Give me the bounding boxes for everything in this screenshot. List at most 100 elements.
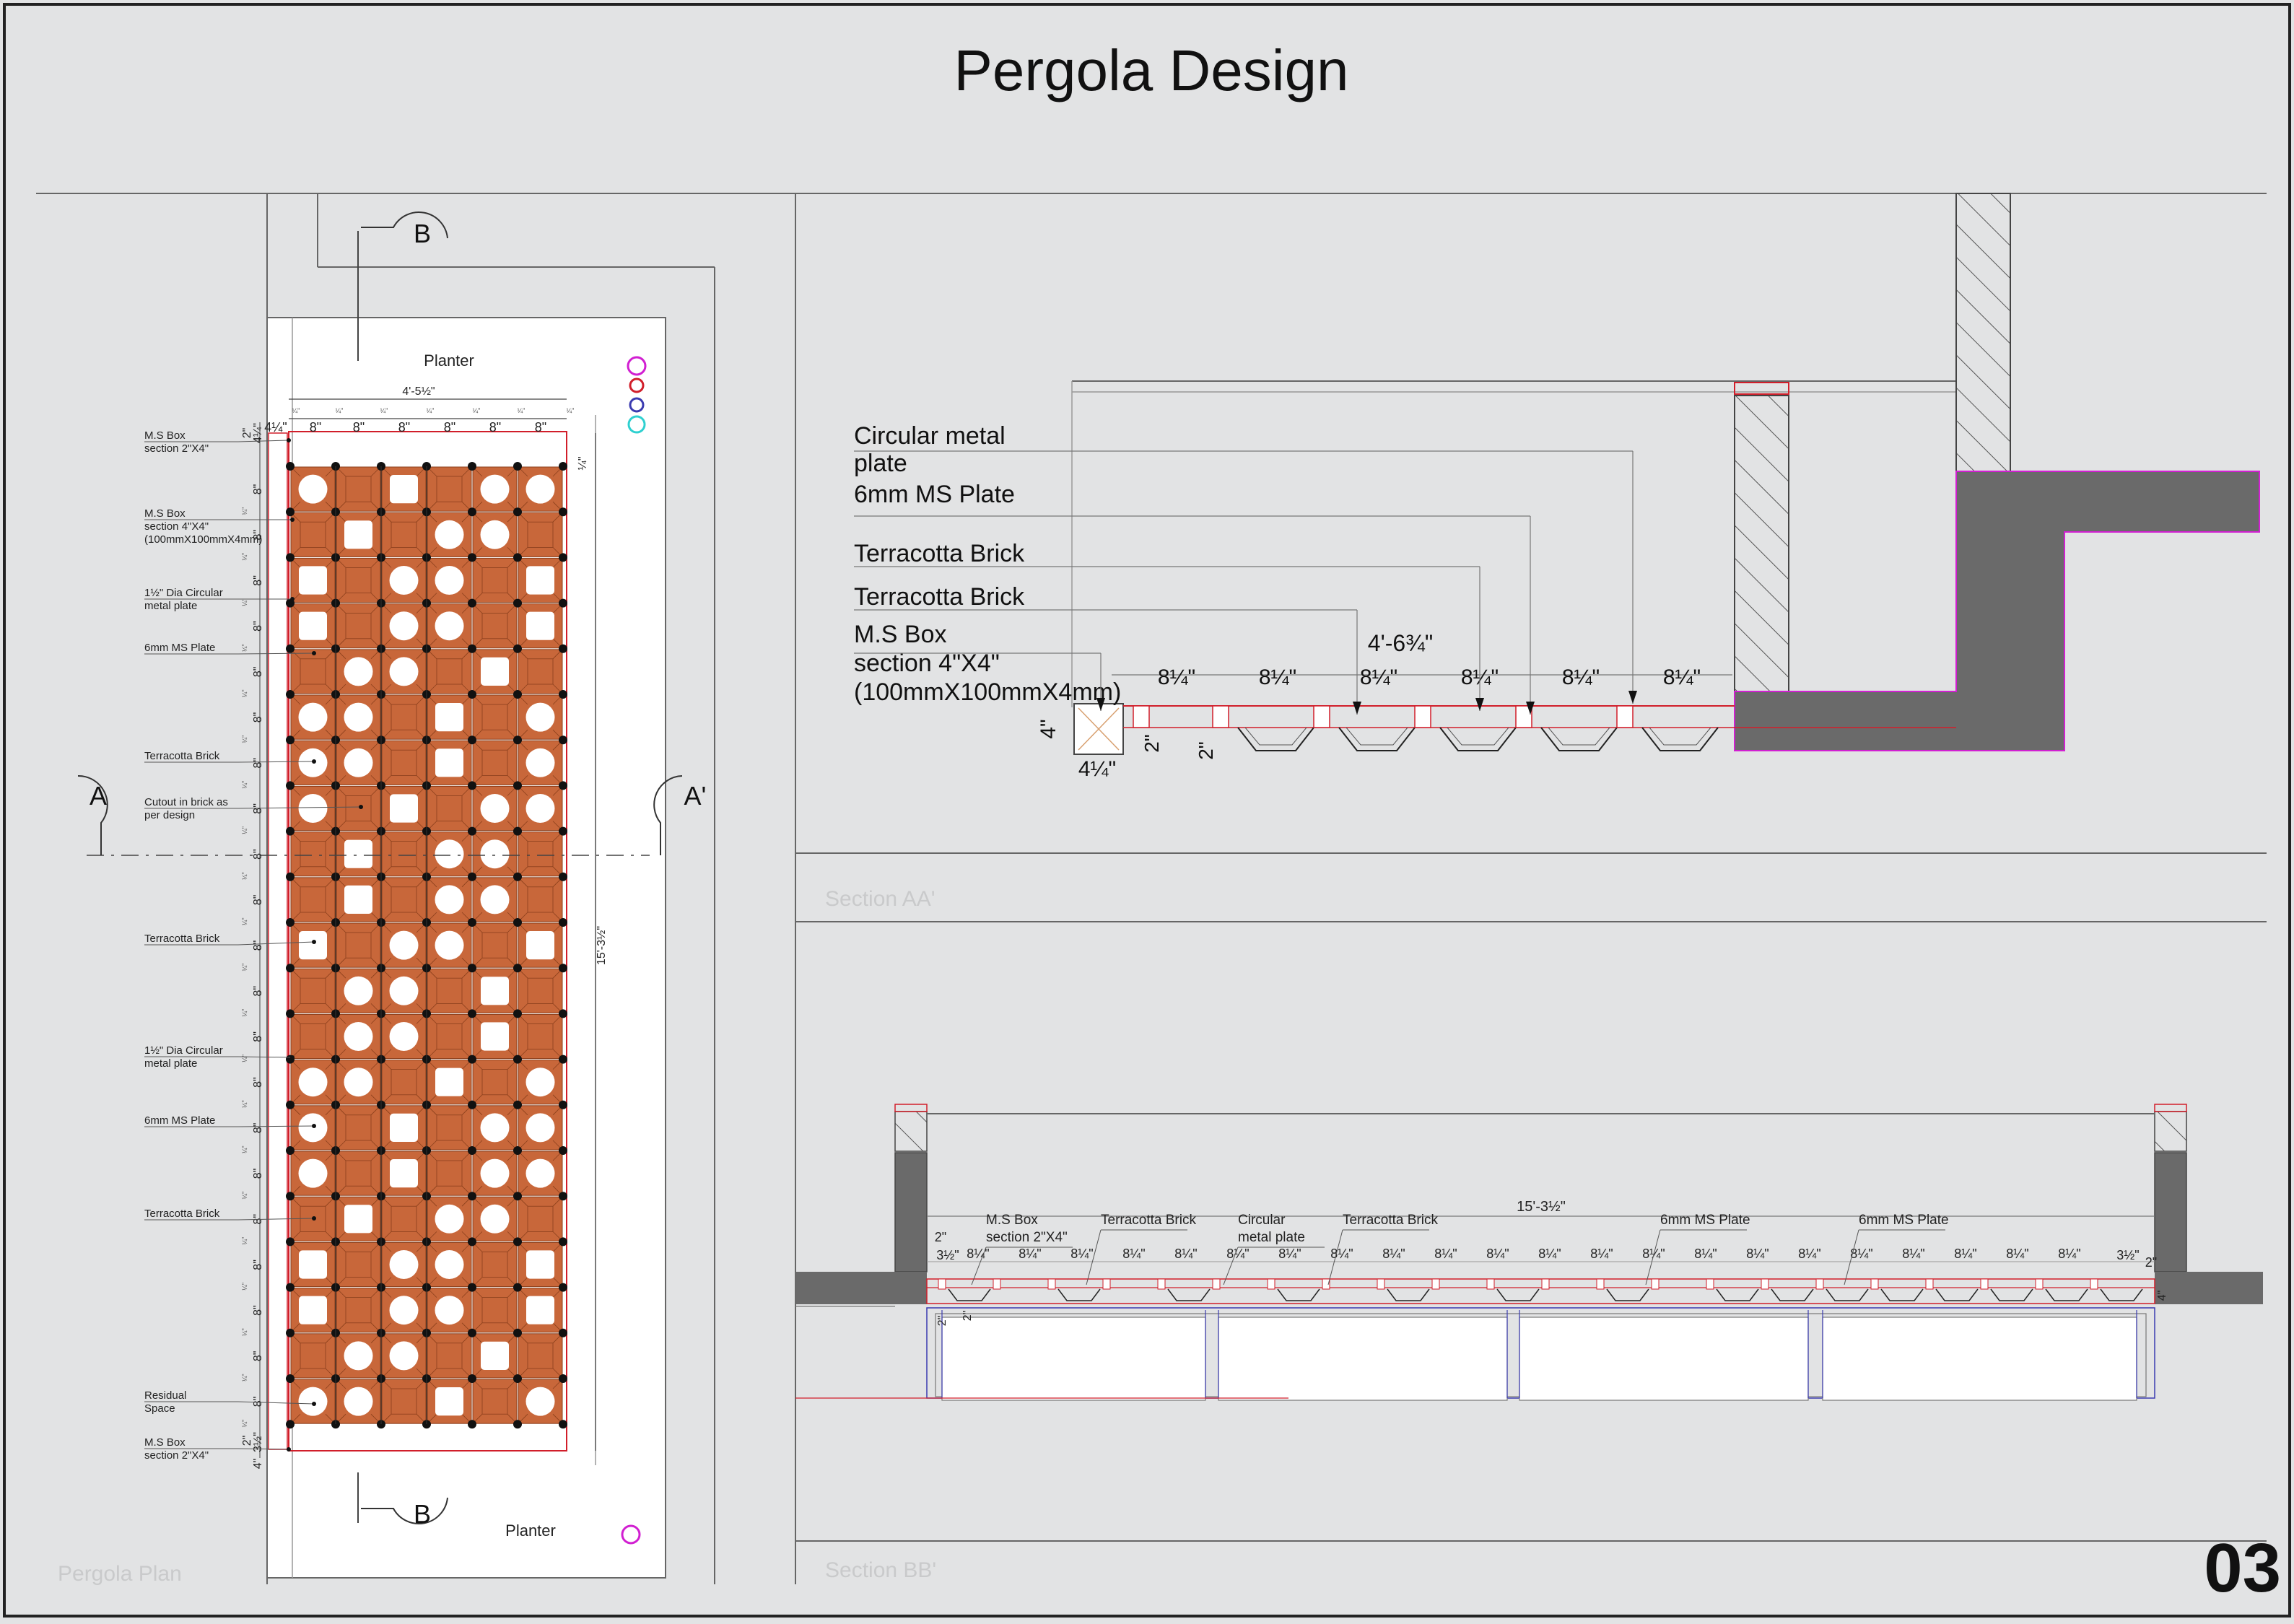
frame-joint-dot xyxy=(513,598,522,608)
aa-module-dim: 8¼" xyxy=(1562,665,1600,689)
plan-side-module-dim: 8" xyxy=(252,530,264,541)
frame-joint-dot xyxy=(513,964,522,973)
frame-joint-dot xyxy=(559,1283,567,1292)
aa-brick-inner xyxy=(1244,727,1307,746)
plan-label-text: metal plate xyxy=(144,600,197,612)
brick-inner-face xyxy=(391,704,417,730)
brick-inner-face xyxy=(436,977,463,1004)
bb-module-dim: 8¼" xyxy=(967,1247,989,1261)
plan-label-leader xyxy=(237,1125,315,1127)
bb-plate-clip xyxy=(1486,1278,1495,1290)
frame-joint-dot xyxy=(513,1283,522,1292)
bb-plate-clip xyxy=(1212,1278,1221,1290)
bb-brick-profile xyxy=(948,1288,991,1301)
frame-joint-dot xyxy=(559,1420,567,1429)
plan-side-small-dim: ¼" xyxy=(241,1100,248,1108)
brick-cutout-circle xyxy=(344,1341,373,1371)
bb-module-dim: 8¼" xyxy=(2058,1247,2080,1261)
section-mark-a-left: A xyxy=(77,774,108,855)
frame-joint-dot xyxy=(468,1055,476,1064)
bb-right-ledge xyxy=(2155,1272,2263,1304)
plan-side-small-dim: ¼" xyxy=(241,917,248,925)
bb-plate-clip xyxy=(1651,1278,1660,1290)
frame-joint-dot xyxy=(468,1192,476,1201)
frame-joint-dot xyxy=(468,1374,476,1383)
brick-cutout-circle xyxy=(480,520,510,549)
plan-top-dim: 8" xyxy=(353,420,365,435)
bb-label-leader xyxy=(1844,1229,1859,1285)
brick-inner-face xyxy=(527,1023,554,1050)
brick-cutout-circle xyxy=(435,930,464,960)
brick-cutout-square xyxy=(390,794,418,823)
plan-side-module-dim: 8" xyxy=(252,1031,264,1042)
frame-joint-dot xyxy=(513,1328,522,1337)
plan-label-text: Residual xyxy=(144,1389,186,1402)
aa-brick-profile xyxy=(1641,727,1719,751)
frame-joint-dot xyxy=(559,1009,567,1018)
aa-brick-profile xyxy=(1439,727,1517,751)
bb-module-dim: 8¼" xyxy=(1070,1247,1093,1261)
aa-label-text: section 4"X4" xyxy=(854,650,1000,677)
section-bb: 15'-3½" 8¼" 8¼" 8¼" 8¼" 8¼" 8¼" 8¼" 8¼" 8¼" 8¼" 8¼… xyxy=(795,1104,2263,1582)
bb-plate-clip xyxy=(993,1278,1001,1290)
bb-right-column xyxy=(2154,1152,2187,1272)
aa-wall-top xyxy=(1955,193,2011,472)
plan-top-dim: 8" xyxy=(444,420,455,435)
frame-joint-dot xyxy=(513,1192,522,1201)
bb-overall-dimension: 15'-3½" xyxy=(1517,1199,1566,1215)
frame-joint-dot xyxy=(559,462,567,471)
brick-cutout-circle xyxy=(344,1068,373,1097)
frame-joint-dot xyxy=(286,918,295,927)
brick-cutout-circle xyxy=(344,657,373,686)
bb-brick-profile xyxy=(2045,1288,2088,1301)
plan-label-arrow xyxy=(312,759,316,764)
brick-inner-face xyxy=(391,841,417,868)
brick-inner-face xyxy=(300,521,326,548)
plan-label-arrow xyxy=(287,438,291,442)
plan-side-module-dim: 8" xyxy=(252,575,264,586)
brick-cutout-circle xyxy=(480,839,510,869)
bb-label-text: M.S Box xyxy=(986,1213,1038,1228)
brick-cutout-circle xyxy=(298,1068,328,1097)
legend-circle-blue xyxy=(629,397,645,413)
brick-inner-face xyxy=(436,1023,463,1050)
frame-joint-dot xyxy=(513,1055,522,1064)
plan-side-module-dim: 8" xyxy=(252,895,264,906)
bb-left-ledge xyxy=(795,1272,927,1304)
plan-label-arrow xyxy=(312,1124,316,1128)
brick-cutout-circle xyxy=(435,839,464,869)
brick-cutout-square xyxy=(299,566,327,595)
brick-cutout-circle xyxy=(525,794,555,823)
bb-edge-dim-7: 2" xyxy=(961,1311,974,1322)
plan-side-small-dim: ¼" xyxy=(241,598,248,606)
frame-joint-dot xyxy=(286,781,295,790)
frame-joint-dot xyxy=(468,507,476,517)
brick-cutout-circle xyxy=(480,885,510,914)
brick-cutout-square xyxy=(481,657,509,686)
bb-label-text: section 2"X4" xyxy=(986,1230,1068,1245)
aa-brick-inner xyxy=(1447,727,1509,746)
plan-label-text: 1½" Dia Circular xyxy=(144,587,223,599)
bb-module-dim: 8¼" xyxy=(1538,1247,1561,1261)
plan-top-small-dim: ¼" xyxy=(380,407,388,414)
brick-cutout-circle xyxy=(525,702,555,732)
frame-joint-dot xyxy=(377,1420,385,1429)
frame-joint-dot xyxy=(468,1328,476,1337)
brick-cutout-square xyxy=(526,566,554,595)
plan-label-text: section 4"X4" xyxy=(144,520,209,533)
frame-joint-dot xyxy=(468,1283,476,1292)
bb-brick-profile xyxy=(1880,1288,1924,1301)
brick-cutout-circle xyxy=(480,1204,510,1234)
brick-cutout-circle xyxy=(525,1113,555,1143)
brick-inner-face xyxy=(481,1252,508,1278)
plan-top-dimensions: 4¼" 8" 8" 8" 8" 8" 8" ¼" ¼" ¼" ¼" ¼" ¼" ¼" xyxy=(264,407,574,435)
brick-cutout-circle xyxy=(389,657,419,686)
brick-inner-face xyxy=(300,1023,326,1050)
plan-side-small-dim: ¼" xyxy=(241,1237,248,1245)
plan-side-dimensions: 8" ¼" 8" ¼" 8" ¼" 8" ¼" 8" ¼" 8" ¼" 8" ¼" 8" ¼" 8" ¼" 8" ¼"… xyxy=(241,422,264,1469)
frame-joint-dot xyxy=(286,462,295,471)
aa-brick-inner xyxy=(1649,727,1711,746)
brick-inner-face xyxy=(345,476,372,502)
bb-plate-clip xyxy=(1322,1278,1330,1290)
